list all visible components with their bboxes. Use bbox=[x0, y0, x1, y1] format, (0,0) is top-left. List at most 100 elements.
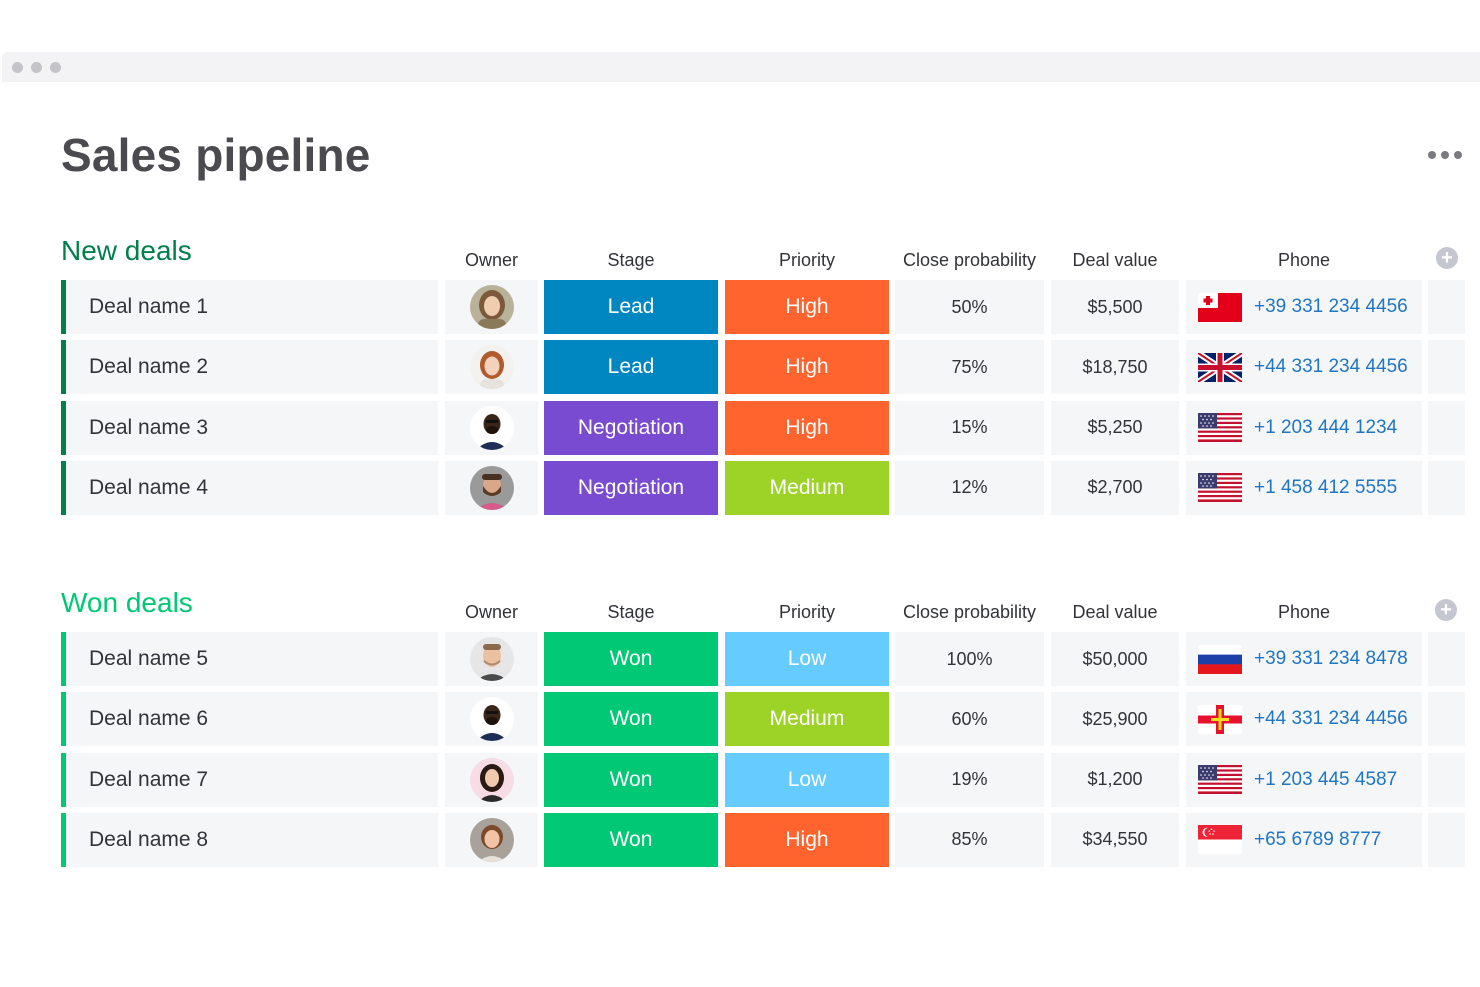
phone-link[interactable]: +65 6789 8777 bbox=[1254, 828, 1382, 850]
table-row[interactable]: Deal name 5 Won Low 100% $50,000 +39 331 234 … bbox=[61, 632, 1465, 686]
empty-cell[interactable] bbox=[1428, 280, 1465, 334]
deal-name-cell[interactable]: Deal name 7 bbox=[61, 752, 438, 807]
window-dot-icon[interactable] bbox=[12, 62, 23, 73]
phone-link[interactable]: +1 203 444 1234 bbox=[1254, 416, 1398, 438]
deal-name-cell[interactable]: Deal name 4 bbox=[61, 460, 438, 515]
table-row[interactable]: Deal name 3 Negotiation High 15% $5,250 +1 20… bbox=[61, 400, 1465, 455]
deal-name-cell[interactable]: Deal name 3 bbox=[61, 400, 438, 455]
close-probability-cell[interactable]: 19% bbox=[895, 752, 1044, 807]
stage-status[interactable]: Negotiation bbox=[544, 460, 718, 515]
column-header-phone[interactable]: Phone bbox=[1277, 602, 1331, 622]
column-header-priority[interactable]: Priority bbox=[778, 602, 835, 622]
phone-cell[interactable]: +39 331 234 4456 bbox=[1186, 280, 1422, 334]
owner-cell[interactable] bbox=[445, 460, 538, 515]
stage-status[interactable]: Won bbox=[544, 752, 718, 807]
phone-link[interactable]: +39 331 234 8478 bbox=[1254, 648, 1408, 669]
stage-status[interactable]: Won bbox=[544, 692, 718, 747]
deal-name-cell[interactable]: Deal name 8 bbox=[61, 812, 438, 867]
group-title[interactable]: New deals bbox=[61, 235, 192, 266]
deal-value-cell[interactable]: $2,700 bbox=[1051, 460, 1179, 515]
deal-name-cell[interactable]: Deal name 5 bbox=[61, 632, 438, 686]
empty-cell[interactable] bbox=[1428, 692, 1465, 747]
table-row[interactable]: Deal name 2 Lead High 75% $18,750 +44 331 234… bbox=[61, 340, 1465, 395]
deal-value-cell[interactable]: $18,750 bbox=[1051, 340, 1179, 395]
column-header-priority[interactable]: Priority bbox=[778, 250, 835, 270]
table-row[interactable]: Deal name 4 Negotiation Medium 12% $2,700 +1 … bbox=[61, 460, 1465, 515]
table-row[interactable]: Deal name 1 Lead High 50% $5,500 +39 331 234 … bbox=[61, 280, 1465, 334]
close-probability-cell[interactable]: 15% bbox=[895, 400, 1044, 455]
stage-status[interactable]: Won bbox=[544, 632, 718, 686]
stage-status[interactable]: Lead bbox=[544, 280, 718, 334]
phone-link[interactable]: +1 458 412 5555 bbox=[1254, 476, 1398, 498]
deal-value-cell[interactable]: $50,000 bbox=[1051, 632, 1179, 686]
deal-name-cell[interactable]: Deal name 6 bbox=[61, 692, 438, 747]
phone-cell[interactable]: +44 331 234 4456 bbox=[1186, 692, 1422, 747]
owner-cell[interactable] bbox=[445, 340, 538, 395]
deal-value-cell[interactable]: $5,250 bbox=[1051, 400, 1179, 455]
column-header-owner[interactable]: Owner bbox=[464, 602, 518, 622]
column-header-stage[interactable]: Stage bbox=[607, 250, 655, 270]
owner-cell[interactable] bbox=[445, 400, 538, 455]
deal-name-cell[interactable]: Deal name 2 bbox=[61, 340, 438, 395]
column-header-deal-value[interactable]: Deal value bbox=[1072, 250, 1158, 270]
window-dot-icon[interactable] bbox=[50, 62, 61, 73]
empty-cell[interactable] bbox=[1428, 460, 1465, 515]
owner-cell[interactable] bbox=[445, 692, 538, 747]
empty-cell[interactable] bbox=[1428, 752, 1465, 807]
close-probability-cell[interactable]: 12% bbox=[895, 460, 1044, 515]
close-probability-cell[interactable]: 75% bbox=[895, 340, 1044, 395]
deal-value-cell[interactable]: $25,900 bbox=[1051, 692, 1179, 747]
close-probability-cell[interactable]: 60% bbox=[895, 692, 1044, 747]
empty-cell[interactable] bbox=[1428, 632, 1465, 686]
phone-link[interactable]: +44 331 234 4456 bbox=[1254, 708, 1408, 730]
close-probability-cell[interactable]: 100% bbox=[895, 632, 1044, 686]
table-row[interactable]: Deal name 7 Won Low 19% $1,200 +1 203 445 458… bbox=[61, 752, 1465, 807]
stage-status[interactable]: Negotiation bbox=[544, 400, 718, 455]
priority-status[interactable]: Low bbox=[725, 752, 889, 807]
stage-status[interactable]: Won bbox=[544, 812, 718, 867]
deal-value-cell[interactable]: $5,500 bbox=[1051, 280, 1179, 334]
phone-cell[interactable]: +44 331 234 4456 bbox=[1186, 340, 1422, 395]
table-row[interactable]: Deal name 8 Won High 85% $34,550 +65 6789 877… bbox=[61, 812, 1465, 867]
priority-status[interactable]: Medium bbox=[725, 692, 889, 747]
deal-value-cell[interactable]: $34,550 bbox=[1051, 812, 1179, 867]
stage-status[interactable]: Lead bbox=[544, 340, 718, 395]
window-dot-icon[interactable] bbox=[31, 62, 42, 73]
column-header-phone[interactable]: Phone bbox=[1277, 250, 1331, 270]
owner-cell[interactable] bbox=[445, 812, 538, 867]
phone-cell[interactable]: +1 458 412 5555 bbox=[1186, 460, 1422, 515]
priority-status[interactable]: High bbox=[725, 812, 889, 867]
priority-status[interactable]: High bbox=[725, 280, 889, 334]
priority-status[interactable]: High bbox=[725, 400, 889, 455]
priority-status[interactable]: Low bbox=[725, 632, 889, 686]
owner-cell[interactable] bbox=[445, 280, 538, 334]
phone-cell[interactable]: +1 203 445 4587 bbox=[1186, 752, 1422, 807]
more-options-icon[interactable] bbox=[1428, 148, 1466, 162]
priority-status[interactable]: Medium bbox=[725, 460, 889, 515]
column-header-owner[interactable]: Owner bbox=[464, 250, 518, 270]
column-header-stage[interactable]: Stage bbox=[607, 602, 655, 622]
deal-name-cell[interactable]: Deal name 1 bbox=[61, 280, 438, 334]
column-header-deal-value[interactable]: Deal value bbox=[1072, 602, 1158, 622]
add-column-icon[interactable]: + bbox=[1436, 247, 1458, 269]
phone-cell[interactable]: +39 331 234 8478 bbox=[1186, 632, 1422, 686]
deal-value-cell[interactable]: $1,200 bbox=[1051, 752, 1179, 807]
phone-link[interactable]: +1 203 445 4587 bbox=[1254, 768, 1398, 790]
close-probability-cell[interactable]: 50% bbox=[895, 280, 1044, 334]
phone-cell[interactable]: +1 203 444 1234 bbox=[1186, 400, 1422, 455]
phone-link[interactable]: +39 331 234 4456 bbox=[1254, 296, 1408, 317]
table-row[interactable]: Deal name 6 Won Medium 60% $25,900 +44 331 23… bbox=[61, 692, 1465, 747]
owner-cell[interactable] bbox=[445, 752, 538, 807]
owner-cell[interactable] bbox=[445, 632, 538, 686]
close-probability-cell[interactable]: 85% bbox=[895, 812, 1044, 867]
group-title[interactable]: Won deals bbox=[61, 587, 193, 618]
empty-cell[interactable] bbox=[1428, 340, 1465, 395]
add-column-icon[interactable]: + bbox=[1435, 599, 1457, 621]
phone-link[interactable]: +44 331 234 4456 bbox=[1254, 356, 1408, 378]
empty-cell[interactable] bbox=[1428, 812, 1465, 867]
column-header-close-probability[interactable]: Close probability bbox=[902, 250, 1037, 270]
priority-status[interactable]: High bbox=[725, 340, 889, 395]
phone-cell[interactable]: +65 6789 8777 bbox=[1186, 812, 1422, 867]
empty-cell[interactable] bbox=[1428, 400, 1465, 455]
column-header-close-probability[interactable]: Close probability bbox=[902, 602, 1037, 622]
